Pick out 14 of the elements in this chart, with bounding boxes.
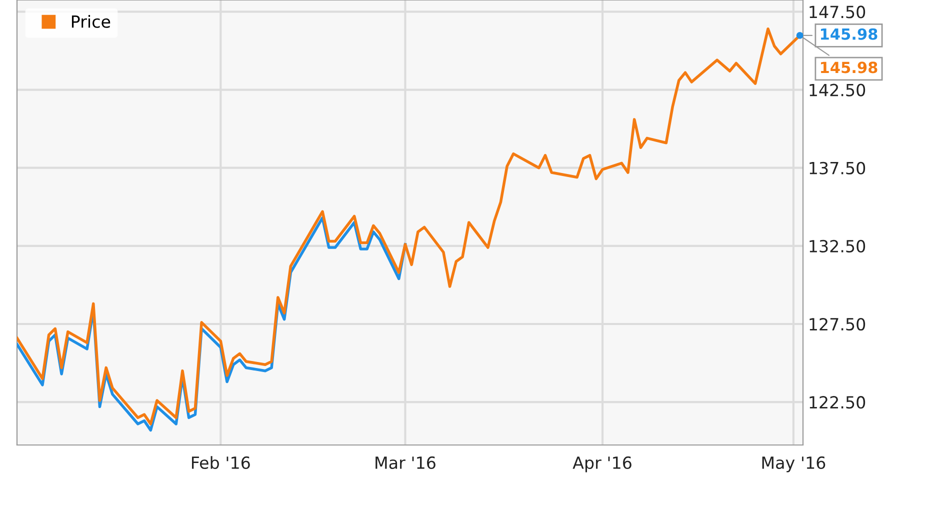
line-series [17,27,802,426]
y-tick-label: 147.50 [810,6,866,18]
data-label: 145.98 [820,28,878,40]
x-tick-label: May '16 [762,456,826,472]
legend-label: Price [72,15,110,28]
y-tick-label: 137.50 [810,162,866,174]
x-tick-label: Apr '16 [572,456,632,472]
y-tick-label: 142.50 [810,84,866,96]
y-tick-label: 122.50 [810,396,866,409]
x-tick-label: Feb '16 [192,456,250,470]
data-label: 145.98 [820,62,878,74]
x-tick-label: Mar '16 [376,456,436,470]
y-tick-label: 132.50 [810,240,866,252]
y-tick-label: 127.50 [810,318,866,331]
